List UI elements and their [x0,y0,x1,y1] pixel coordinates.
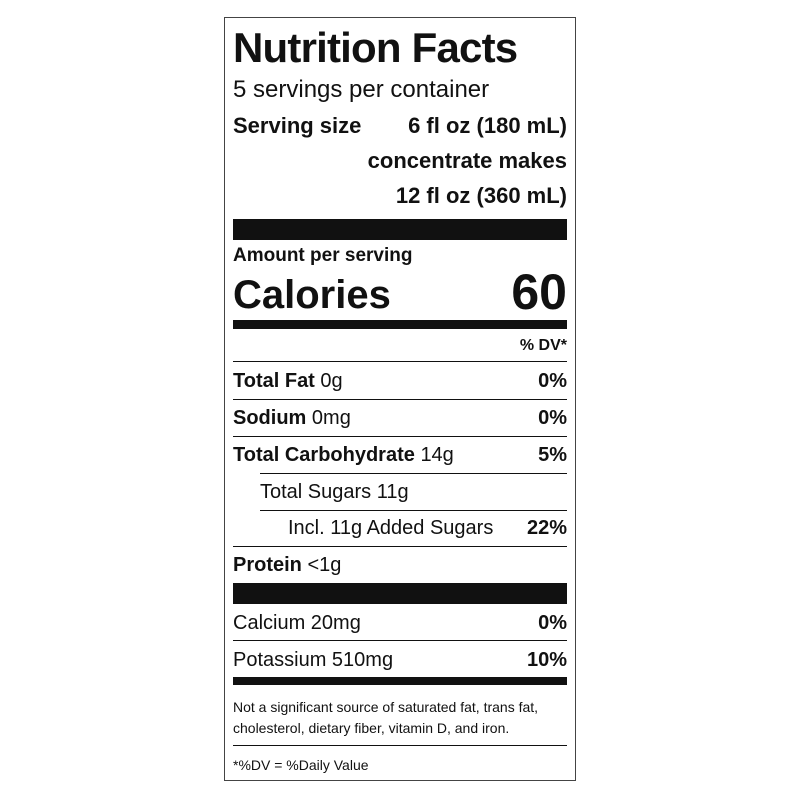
nutrient-name: Total Fat [233,370,315,392]
dv-note: *%DV = %Daily Value [233,757,369,773]
nutrient-row: Incl. 11g Added Sugars [288,513,493,543]
nutrient-dv: 5% [538,444,567,466]
rule [233,361,567,362]
nutrient-row: Total Sugars 11g [260,477,409,507]
label-border [224,17,576,781]
nutrient-dv: 0% [538,407,567,429]
nutrient-row: Protein <1g [233,550,341,580]
nutrient-row: Total Fat 0g [233,366,343,396]
servings: 5 servings per container [233,76,490,103]
rule [233,399,567,400]
mineral-dv: 10% [526,649,567,671]
rule [233,546,567,547]
medium-bar [233,320,567,329]
nutrient-amount: 0g [320,370,343,392]
footnote: Not a significant source of saturated fa… [233,699,539,715]
thick-bar [233,583,567,604]
nutrient-amount: 14g [420,444,454,466]
nutrient-name: Incl. 11g Added Sugars [288,517,494,539]
nutrient-name: Total Sugars 11g [260,481,409,503]
makes-line: concentrate makes [367,148,567,173]
rule [233,745,567,746]
nutrient-amount: 0mg [311,407,351,429]
dv-header: % DV* [519,337,567,354]
calories-value: 60 [511,264,567,320]
makes-line: 12 fl oz (360 mL) [395,183,567,208]
mineral-name: Potassium 510mg [233,649,394,671]
serving-size-label: Serving size [233,113,362,138]
rule [260,473,567,474]
thick-bar [233,219,567,240]
nutrient-name: Total Carbohydrate [233,444,415,466]
mineral-name: Calcium 20mg [233,612,361,634]
rule [233,436,567,437]
calories-label: Calories [233,273,391,317]
nutrient-row: Total Carbohydrate 14g [233,440,454,470]
nutrient-row: Sodium 0mg [233,403,351,433]
mineral-dv: 0% [538,612,567,634]
medium-bar [233,677,567,685]
amount-label: Amount per serving [233,245,413,266]
nutrient-dv: 0% [538,370,567,392]
nutrient-dv: 22% [526,517,567,539]
nutrient-amount: <1g [307,554,342,576]
nutrient-name: Protein [233,554,302,576]
rule [233,640,567,641]
nutrient-name: Sodium [233,407,307,429]
title: Nutrition Facts [233,24,518,71]
footnote: cholesterol, dietary fiber, vitamin D, a… [233,720,510,736]
serving-size-value: 6 fl oz (180 mL) [408,113,567,138]
rule [260,510,567,511]
